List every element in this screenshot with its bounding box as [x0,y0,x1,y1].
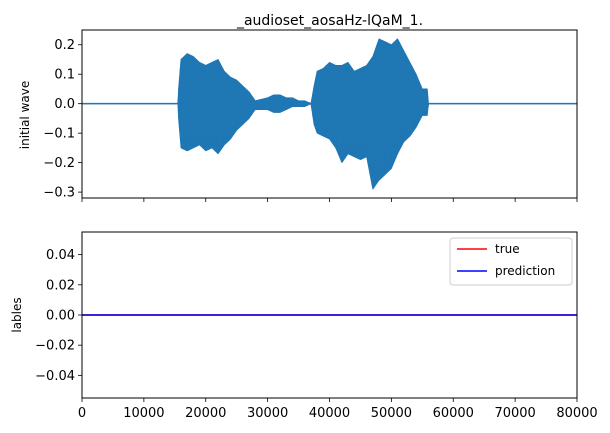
legend-label-prediction: prediction [495,264,555,278]
waveform-subplot: _audioset_aosaHz-lQaM_1. initial wave 0.… [18,13,578,202]
y-tick-label: 0.2 [54,38,75,53]
y-ticks: 0.04 0.02 0.00 −0.02 −0.04 [35,248,82,384]
y-tick-label: 0.04 [46,248,75,263]
x-tick-label: 30000 [247,406,288,421]
x-tick-label: 50000 [371,406,412,421]
y-axis-label: lables [10,297,24,332]
x-tick-label: 20000 [185,406,226,421]
chart-title: _audioset_aosaHz-lQaM_1. [236,13,423,29]
x-ticks [81,198,578,202]
labels-subplot: lables 0.04 0.02 0.00 −0.02 −0.04 0 10000 2000… [10,231,598,421]
y-tick-label: −0.3 [43,186,75,201]
y-tick-label: −0.04 [35,369,75,384]
y-tick-label: 0.02 [46,278,75,293]
x-tick-label: 40000 [309,406,350,421]
x-ticks: 0 10000 20000 30000 40000 50000 60000 70000 8000… [78,398,598,421]
x-tick-label: 80000 [556,406,597,421]
y-tick-label: −0.2 [43,156,75,171]
x-tick-label: 10000 [123,406,164,421]
y-tick-label: −0.1 [43,127,75,142]
x-tick-label: 70000 [494,406,535,421]
x-tick-label: 60000 [433,406,474,421]
y-tick-label: 0.0 [54,97,75,112]
y-axis-label: initial wave [18,81,32,149]
y-ticks: 0.2 0.1 0.0 −0.1 −0.2 −0.3 [43,38,82,201]
y-tick-label: 0.1 [54,68,75,83]
y-tick-label: −0.02 [35,339,75,354]
x-tick-label: 0 [78,406,86,421]
y-tick-label: 0.00 [46,309,75,324]
legend: true prediction [449,237,573,286]
legend-label-true: true [495,242,520,256]
axes-frame [81,231,578,399]
axes-frame [81,29,578,199]
